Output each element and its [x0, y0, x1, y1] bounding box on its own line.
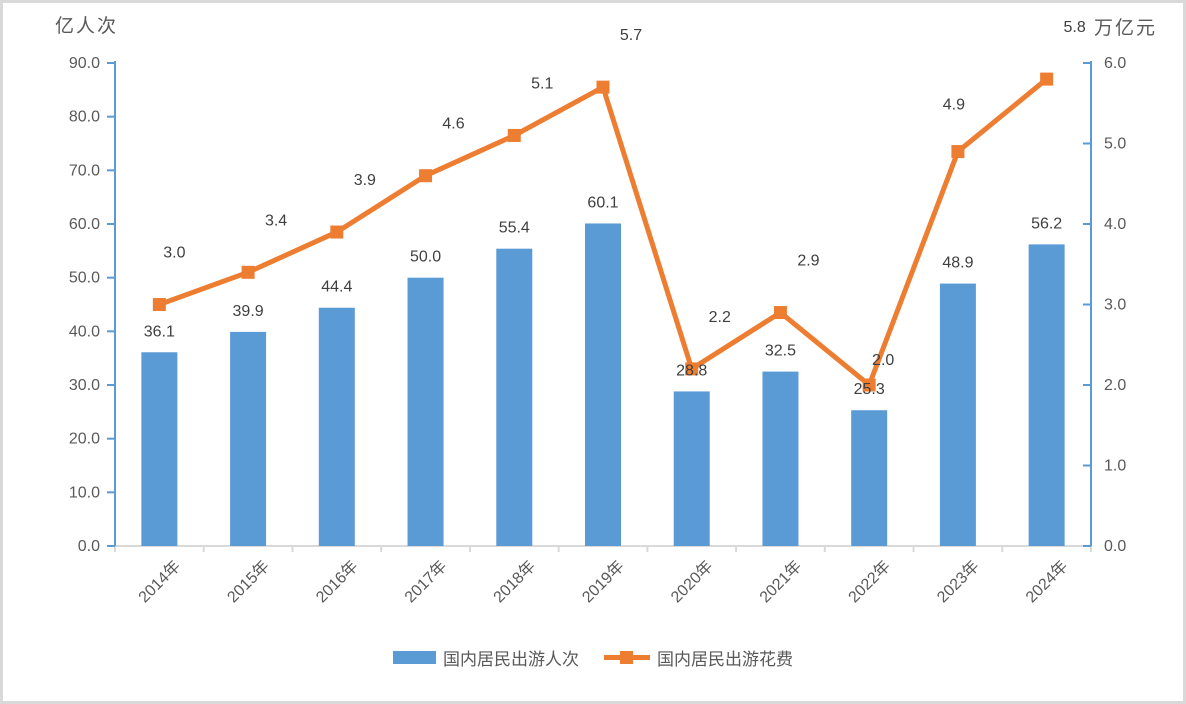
bar-label-2016年: 44.4	[321, 279, 352, 296]
bar-2017年	[407, 277, 444, 546]
right-axis-tick-label: 3.0	[1104, 297, 1126, 314]
line-marker-2023年	[951, 145, 965, 159]
line-marker-2021年	[773, 306, 787, 320]
right-axis-tick-label: 0.0	[1104, 538, 1126, 555]
line-marker-2022年	[862, 378, 876, 392]
line-marker-2014年	[152, 298, 166, 311]
line-label-2020年: 2.2	[709, 309, 731, 326]
line-marker-2017年	[419, 169, 433, 183]
right-axis-title: 万亿元	[1094, 18, 1158, 39]
left-axis-tick-label: 0.0	[78, 538, 100, 555]
legend-bar-label: 国内居民出游人次	[443, 650, 579, 669]
x-axis-label-2019年: 2019年	[579, 557, 628, 606]
right-axis-tick-label: 2.0	[1104, 377, 1126, 394]
line-marker-2016年	[330, 225, 344, 239]
line-label-2018年: 5.1	[531, 75, 553, 92]
bar-label-2022年: 25.3	[854, 381, 885, 398]
left-axis-tick-label: 60.0	[69, 216, 100, 233]
bar-2016年	[318, 307, 355, 546]
bar-2019年	[585, 223, 621, 547]
line-marker-2015年	[241, 265, 255, 279]
x-axis-label-2018年: 2018年	[490, 557, 539, 606]
bar-label-2020年: 28.8	[676, 362, 707, 379]
bar-2022年	[851, 410, 888, 546]
plot-area: 0.0 10.0 20.0 30.0 40.0 50.0 60.0 70.0 80.0 90.0 0…	[69, 19, 1126, 606]
x-axis-label-2015年: 2015年	[224, 557, 273, 606]
bar-label-2021年: 32.5	[765, 343, 796, 360]
bar-label-2024年: 56.2	[1031, 215, 1062, 232]
bar-2020年	[673, 391, 710, 546]
line-marker-2018年	[507, 128, 521, 142]
x-axis-label-2024年: 2024年	[1022, 557, 1071, 606]
bar-2014年	[141, 352, 178, 546]
line-label-2022年: 2.0	[872, 352, 894, 369]
left-axis-tick-label: 90.0	[69, 55, 100, 72]
line-label-2019年: 5.7	[620, 27, 642, 44]
bar-label-2017年: 50.0	[410, 249, 441, 266]
bar-label-2019年: 60.1	[587, 194, 618, 211]
line-label-2021年: 2.9	[797, 253, 819, 270]
legend-bar-swatch	[393, 651, 436, 664]
x-axis-label-2014年: 2014年	[135, 557, 184, 606]
x-axis-label-2020年: 2020年	[667, 557, 716, 606]
left-axis-tick-label: 50.0	[69, 270, 100, 287]
left-axis-tick-label: 30.0	[69, 377, 100, 394]
bar-label-2023年: 48.9	[942, 255, 973, 272]
bar-2018年	[496, 248, 533, 547]
right-axis-tick-label: 4.0	[1104, 216, 1126, 233]
line-label-2015年: 3.4	[265, 212, 287, 229]
bar-label-2015年: 39.9	[233, 303, 264, 320]
x-axis-label-2016年: 2016年	[312, 557, 361, 606]
left-axis-tick-label: 70.0	[69, 162, 100, 179]
line-label-2014年: 3.0	[163, 245, 185, 262]
legend-line-swatch	[604, 650, 650, 665]
left-axis-tick-label: 20.0	[69, 431, 100, 448]
x-axis-label-2022年: 2022年	[845, 557, 894, 606]
legend-line-label: 国内居民出游花费	[657, 650, 793, 669]
right-axis-tick-label: 1.0	[1104, 458, 1126, 475]
line-label-2017年: 4.6	[442, 116, 464, 133]
bar-2021年	[762, 371, 799, 546]
bar-2023年	[939, 283, 976, 546]
legend-line-marker	[620, 651, 633, 664]
bar-2015年	[230, 331, 267, 546]
bar-label-2018年: 55.4	[499, 220, 530, 237]
x-axis-label-2023年: 2023年	[934, 557, 983, 606]
line-marker-2020年	[685, 362, 699, 376]
left-axis-title: 亿人次	[55, 16, 119, 37]
line-marker-2024年	[1040, 72, 1054, 86]
legend: 国内居民出游人次 国内居民出游花费	[3, 645, 1183, 670]
bar-2024年	[1028, 244, 1065, 547]
right-axis-tick-label: 5.0	[1104, 136, 1126, 153]
left-axis-tick-label: 40.0	[69, 323, 100, 340]
right-axis-tick-label: 6.0	[1104, 55, 1126, 72]
line-label-2023年: 4.9	[943, 97, 965, 114]
x-axis-label-2021年: 2021年	[756, 557, 805, 606]
left-axis-tick-label: 80.0	[69, 109, 100, 126]
line-marker-2019年	[596, 80, 610, 94]
line-label-2016年: 3.9	[354, 172, 376, 189]
line-label-2024年: 5.8	[1064, 19, 1086, 36]
left-axis-tick-label: 10.0	[69, 484, 100, 501]
bar-label-2014年: 36.1	[144, 323, 175, 340]
x-axis-label-2017年: 2017年	[401, 557, 450, 606]
